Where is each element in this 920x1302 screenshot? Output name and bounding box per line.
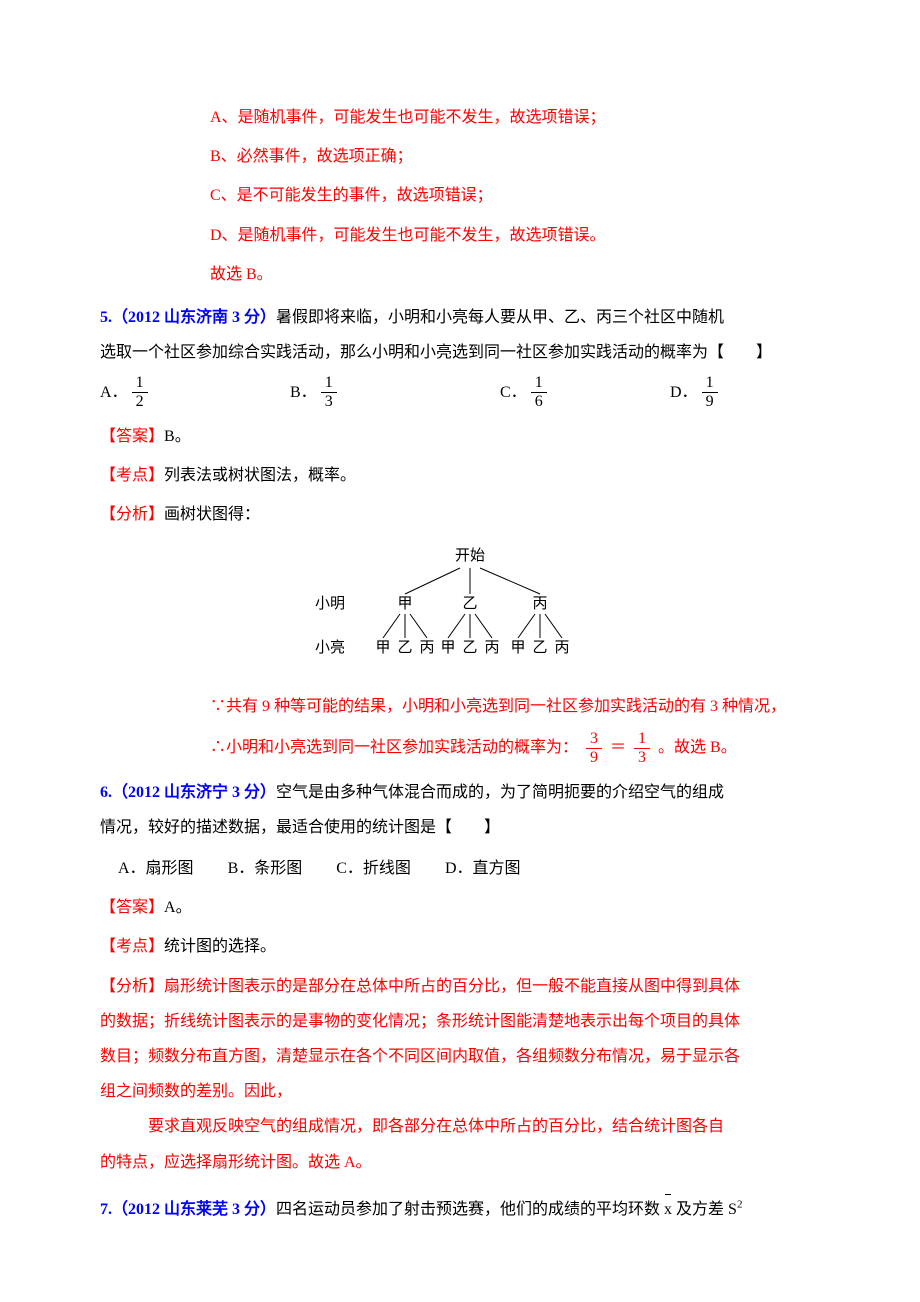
q5-block: 5.（2012 山东济南 3 分）暑假即将来临，小明和小亮每人要从甲、乙、丙三个… (100, 300, 820, 370)
q6-options: A．扇形图 B．条形图 C．折线图 D．直方图 (118, 851, 820, 886)
tree-leaf: 甲 (510, 640, 525, 656)
frac-num: 1 (634, 730, 650, 749)
q6-opt-a: A．扇形图 (118, 860, 194, 877)
q7-body: 四名运动员参加了射击预选赛，他们的成绩的平均环数 (276, 1201, 664, 1218)
tree-svg: 开始 小明 甲 乙 丙 (285, 546, 635, 666)
q5-opt-b-frac: 1 3 (321, 374, 337, 410)
frac-den: 3 (634, 749, 650, 767)
tree-leaf: 甲 (440, 640, 455, 656)
q5-prob-suffix: 。故选 B。 (658, 739, 737, 756)
q4-explain-block: A、是随机事件，可能发生也可能不发生，故选项错误； B、必然事件，故选项正确； … (100, 100, 820, 292)
tree-leaf: 丙 (419, 640, 434, 656)
q6-fenxi: 【分析】扇形统计图表示的是部分在总体中所占的百分比，但一般不能直接从图中得到具体… (100, 969, 820, 1180)
q4-line-b: B、必然事件，故选项正确； (210, 139, 820, 174)
frac-den: 9 (702, 393, 718, 411)
tree-leaf: 乙 (397, 640, 412, 656)
q6-body-1: 空气是由多种气体混合而成的，为了简明扼要的介绍空气的组成 (276, 784, 724, 801)
q7-lead: 7.（2012 山东莱芜 3 分） (100, 1201, 276, 1218)
tree-l1-n3: 丙 (532, 596, 547, 612)
fenxi-label: 【分析】 (100, 978, 164, 995)
xbar-symbol: x (664, 1192, 672, 1227)
tree-leaf: 丙 (484, 640, 499, 656)
q4-line-a: A、是随机事件，可能发生也可能不发生，故选项错误； (210, 100, 820, 135)
kaodian-label: 【考点】 (100, 467, 164, 484)
q6-fenxi-2: 的数据；折线统计图表示的是事物的变化情况；条形统计图能清楚地表示出每个项目的具体 (100, 1004, 820, 1039)
q5-opt-d: D． 1 9 (670, 374, 790, 410)
q5-opt-d-label: D． (670, 375, 698, 410)
q6-opt-b: B．条形图 (228, 860, 303, 877)
q6-fenxi-6: 的特点，应选择扇形统计图。故选 A。 (100, 1145, 820, 1180)
q5-kaodian: 【考点】列表法或树状图法，概率。 (100, 458, 820, 493)
q7-block: 7.（2012 山东莱芜 3 分）四名运动员参加了射击预选赛，他们的成绩的平均环… (100, 1192, 820, 1227)
q6-fenxi-1: 扇形统计图表示的是部分在总体中所占的百分比，但一般不能直接从图中得到具体 (164, 978, 740, 995)
fenxi-label: 【分析】 (100, 506, 164, 523)
q6-body-2: 情况，较好的描述数据，最适合使用的统计图是【 】 (100, 810, 820, 845)
answer-label: 【答案】 (100, 899, 164, 916)
q6-fenxi-3: 数目；频数分布直方图，清楚显示在各个不同区间内取值，各组频数分布情况，易于显示各 (100, 1039, 820, 1074)
tree-leaf: 乙 (462, 640, 477, 656)
tree-leaf: 甲 (375, 640, 390, 656)
q5-prob-line: ∴小明和小亮选到同一社区参加实践活动的概率为： 3 9 ＝ 1 3 。故选 B。 (100, 730, 820, 766)
q6-opt-c: C．折线图 (336, 860, 411, 877)
q6-fenxi-4: 组之间频数的差别。因此， (100, 1074, 820, 1109)
q4-conclusion: 故选 B。 (210, 257, 820, 292)
q4-line-c: C、是不可能发生的事件，故选项错误； (210, 178, 820, 213)
q5-lead: 5.（2012 山东济南 3 分） (100, 309, 276, 326)
q6-opt-d: D．直方图 (445, 860, 521, 877)
q5-opt-c-frac: 1 6 (531, 374, 547, 410)
q5-tree-diagram: 开始 小明 甲 乙 丙 (100, 546, 820, 679)
answer-value: A。 (164, 899, 192, 916)
q7-body-tail: 及方差 S (672, 1201, 737, 1218)
q5-opt-c: C． 1 6 (500, 374, 670, 410)
tree-root: 开始 (455, 547, 485, 564)
frac-den: 9 (586, 749, 602, 767)
q6-answer: 【答案】A。 (100, 890, 820, 925)
kaodian-value: 列表法或树状图法，概率。 (164, 467, 356, 484)
frac-num: 1 (132, 374, 148, 393)
s-squared-sup: 2 (737, 1198, 743, 1210)
q6-kaodian: 【考点】统计图的选择。 (100, 929, 820, 964)
q6-block: 6.（2012 山东济宁 3 分）空气是由多种气体混合而成的，为了简明扼要的介绍… (100, 775, 820, 845)
kaodian-value: 统计图的选择。 (164, 938, 276, 955)
q4-line-d: D、是随机事件，可能发生也可能不发生，故选项错误。 (210, 218, 820, 253)
q5-opt-b: B． 1 3 (290, 374, 500, 410)
q5-prob-prefix: ∴小明和小亮选到同一社区参加实践活动的概率为： (210, 739, 578, 756)
frac-num: 1 (321, 374, 337, 393)
q5-result-line: ∵共有 9 种等可能的结果，小明和小亮选到同一社区参加实践活动的有 3 种情况， (100, 689, 820, 724)
q5-body-1: 暑假即将来临，小明和小亮每人要从甲、乙、丙三个社区中随机 (276, 309, 724, 326)
fenxi-value: 画树状图得： (164, 506, 260, 523)
q5-opt-c-label: C． (500, 375, 527, 410)
frac-den: 2 (132, 393, 148, 411)
q5-opt-a-label: A． (100, 375, 128, 410)
answer-label: 【答案】 (100, 428, 164, 445)
frac-num: 1 (531, 374, 547, 393)
q6-fenxi-5: 要求直观反映空气的组成情况，即各部分在总体中所占的百分比，结合统计图各自 (100, 1109, 820, 1144)
frac-num: 3 (586, 730, 602, 749)
q5-opt-b-label: B． (290, 375, 317, 410)
answer-value: B。 (164, 428, 191, 445)
tree-level1-left-label: 小明 (315, 595, 345, 612)
tree-l1-n2: 乙 (462, 596, 477, 612)
tree-level2-left-label: 小亮 (315, 639, 345, 656)
tree-l1-n1: 甲 (397, 596, 412, 612)
q5-prob-frac2: 1 3 (634, 730, 650, 766)
q5-opt-a: A． 1 2 (100, 374, 290, 410)
q5-opt-d-frac: 1 9 (702, 374, 718, 410)
tree-leaf: 乙 (532, 640, 547, 656)
q5-fenxi: 【分析】画树状图得： (100, 497, 820, 532)
q5-answer: 【答案】B。 (100, 419, 820, 454)
frac-num: 1 (702, 374, 718, 393)
page-root: A、是随机事件，可能发生也可能不发生，故选项错误； B、必然事件，故选项正确； … (0, 0, 920, 1291)
frac-den: 3 (321, 393, 337, 411)
kaodian-label: 【考点】 (100, 938, 164, 955)
frac-den: 6 (531, 393, 547, 411)
q6-lead: 6.（2012 山东济宁 3 分） (100, 784, 276, 801)
q5-prob-eq: ＝ (610, 739, 626, 756)
q5-options: A． 1 2 B． 1 3 C． 1 6 D． 1 9 (100, 374, 820, 410)
q5-prob-frac1: 3 9 (586, 730, 602, 766)
q5-opt-a-frac: 1 2 (132, 374, 148, 410)
q5-body-2: 选取一个社区参加综合实践活动，那么小明和小亮选到同一社区参加实践活动的概率为【 … (100, 335, 820, 370)
tree-leaf: 丙 (554, 640, 569, 656)
